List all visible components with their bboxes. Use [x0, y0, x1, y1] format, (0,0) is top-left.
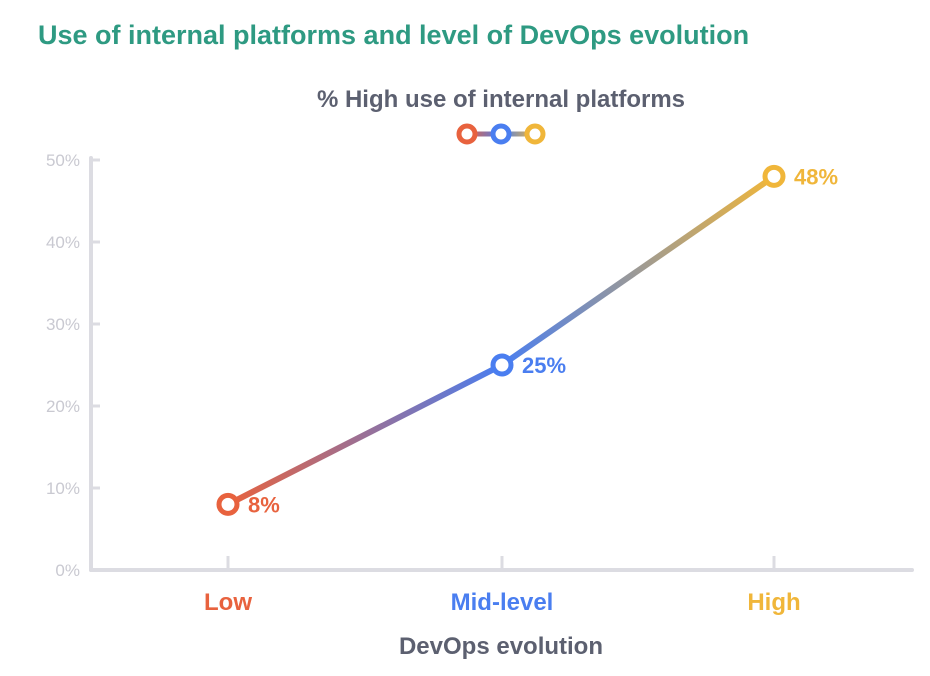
legend-marker — [490, 123, 512, 145]
data-label: 48% — [794, 164, 838, 189]
x-axis: Low Mid-level High — [89, 556, 914, 616]
line-segment — [225, 362, 505, 508]
y-tick-label: 50% — [46, 151, 80, 170]
data-point — [216, 492, 240, 516]
series-line — [225, 173, 777, 508]
legend — [456, 123, 546, 145]
page-title: Use of internal platforms and level of D… — [38, 20, 750, 50]
line-segment — [499, 173, 777, 368]
y-tick-label: 10% — [46, 479, 80, 498]
legend-marker — [456, 123, 478, 145]
legend-marker — [524, 123, 546, 145]
y-tick-label: 30% — [46, 315, 80, 334]
x-category-label: Mid-level — [451, 589, 554, 616]
chart-subtitle: % High use of internal platforms — [317, 86, 685, 113]
x-category-label: Low — [204, 589, 252, 616]
data-label: 8% — [248, 492, 280, 517]
y-tick-label: 0% — [55, 561, 80, 580]
data-point — [762, 164, 786, 188]
data-labels: 8% 25% 48% — [248, 164, 838, 517]
data-label: 25% — [522, 353, 566, 378]
data-points — [216, 164, 786, 516]
data-point — [490, 353, 514, 377]
y-tick-label: 40% — [46, 233, 80, 252]
x-axis-title: DevOps evolution — [399, 633, 603, 660]
x-category-label: High — [747, 589, 800, 616]
y-axis: 0% 10% 20% 30% 40% 50% — [46, 151, 100, 580]
y-tick-label: 20% — [46, 397, 80, 416]
